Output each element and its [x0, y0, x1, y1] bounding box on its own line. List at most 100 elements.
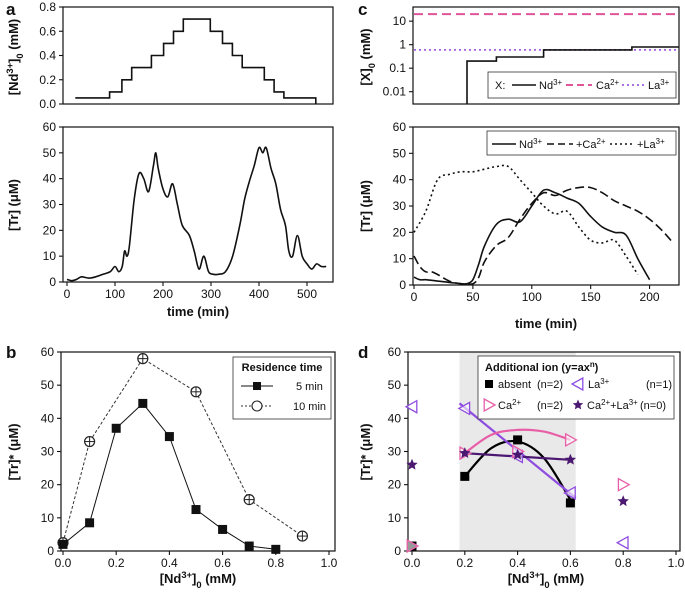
panel-d-cala-marker	[406, 458, 418, 470]
panel-label-a: a	[6, 0, 16, 19]
panel-d-legend-absent-n: (n=2)	[537, 379, 563, 391]
panel-d-xtick-label: 0.8	[615, 556, 632, 570]
panel-b-legend-10min-label: 10 min	[293, 401, 326, 413]
panel-b-ylabel: [Tr]* (μM)	[6, 423, 21, 480]
panel-c-bottom-ytick-label: 20	[393, 225, 407, 239]
panel-label-d: d	[358, 343, 368, 362]
panel-d-ytick-label: 20	[388, 478, 402, 492]
panel-d-ytick-label: 60	[388, 345, 402, 359]
panel-label-b: b	[6, 343, 16, 362]
panel-a-bottom-xtick-label: 300	[201, 287, 221, 301]
panel-d-absent-marker	[513, 435, 523, 445]
panel-b-legend-box	[232, 356, 332, 420]
panel-a-bottom-xtick-label: 100	[105, 287, 125, 301]
panel-d-legend-ca-label: Ca2+	[498, 398, 521, 413]
panel-label-c: c	[358, 0, 367, 19]
panel-d-legend-ca-n: (n=2)	[537, 400, 563, 412]
panel-c-bottom-legend-nd-label: Nd3+	[519, 137, 542, 152]
panel-b-xtick-label: 0.4	[161, 556, 178, 570]
panel-b-xtick-label: 0.8	[267, 556, 284, 570]
panel-c-bottom-ytick-label: 50	[393, 146, 407, 160]
panel-b-5min-marker	[271, 544, 281, 554]
panel-c-bottom-xtick-label: 100	[522, 290, 542, 304]
panel-d-ca-marker	[617, 477, 631, 492]
panel-b-legend-title: Residence time	[242, 362, 323, 374]
panel-b-ytick-label: 0	[47, 544, 54, 558]
panel-b-5min-marker	[218, 524, 228, 534]
panel-a-tr-line	[66, 146, 327, 282]
panel-d-xtick-label: 0.4	[509, 556, 526, 570]
panel-b-5min-marker	[164, 432, 174, 442]
panel-a-bottom-ytick-label: 10	[43, 249, 57, 263]
panel-d-ylabel: [Tr]* (μM)	[358, 423, 373, 480]
panel-c-top-ytick-label: 1	[399, 38, 406, 52]
panel-c-bottom-legend-la-label: +La3+	[637, 137, 665, 152]
panel-a-top-ylabel: [Nd3+]0 (mM)	[5, 19, 25, 96]
panel-d-legend-la-label: La3+	[588, 377, 610, 392]
panel-b-xtick-label: 0.2	[108, 556, 125, 570]
panel-d-la-marker	[615, 535, 629, 550]
panel-d-legend-title: Additional ion (y=axn)	[485, 360, 599, 375]
panel-c-bottom-nd-line	[413, 188, 651, 285]
panel-d-fit-ca	[464, 428, 571, 455]
panel-b-ytick-label: 50	[41, 378, 55, 392]
panel-a-bottom-ytick-label: 0	[49, 275, 56, 289]
panel-c-bottom-xtick-label: 150	[581, 290, 601, 304]
panel-c-xlabel: time (min)	[515, 316, 577, 331]
panel-d-legend-cala-n: (n=0)	[640, 400, 666, 412]
panel-b-ytick-label: 30	[41, 445, 55, 459]
panel-c-bottom-xtick-label: 0	[411, 290, 418, 304]
panel-b-5min-marker	[85, 518, 95, 528]
panel-c-top-ylabel: [X]0 (mM)	[358, 28, 377, 85]
panel-b-ytick-label: 60	[41, 345, 55, 359]
panel-c-bottom-xtick-label: 200	[640, 290, 660, 304]
panel-d-legend-la-marker	[570, 376, 584, 392]
panel-a-top-ytick-label: 0.2	[39, 73, 56, 87]
panel-d-cala-marker	[617, 495, 629, 507]
panel-a-xlabel: time (min)	[167, 304, 229, 319]
panel-b-ytick-label: 20	[41, 478, 55, 492]
panel-d-legend-cala-marker	[572, 399, 584, 410]
panel-a-bottom-ylabel: [Tr] (μM)	[6, 179, 21, 231]
panel-c-bottom-ytick-label: 60	[393, 120, 407, 134]
panel-c-bottom-ytick-label: 10	[393, 252, 407, 266]
panel-c-top-legend-ca-label: Ca2+	[596, 78, 619, 93]
panel-d-cala-marker	[459, 447, 471, 458]
panel-c-bottom-ylabel: [Tr] (μM)	[358, 180, 373, 232]
panel-c-bottom-ytick-label: 30	[393, 199, 407, 213]
panel-b-ytick-label: 10	[41, 511, 55, 525]
panel-d-xtick-label: 0.0	[404, 556, 421, 570]
panel-a-bottom-xtick-label: 400	[249, 287, 269, 301]
panel-d-legend-absent-label: absent	[498, 379, 531, 391]
panel-c-top-legend-la-label: La3+	[648, 78, 670, 93]
panel-d-xtick-label: 0.6	[562, 556, 579, 570]
panel-d-xtick-label: 1.0	[668, 556, 685, 570]
panel-d-absent-marker	[460, 471, 470, 481]
panel-d-legend-ca-marker	[483, 397, 497, 413]
panel-c-bottom-ca-line	[413, 186, 674, 286]
panel-d-la-marker	[563, 485, 576, 501]
panel-a-bottom-ytick-label: 60	[43, 120, 57, 134]
panel-d-ca-marker	[564, 432, 578, 447]
panel-d-cala-marker	[511, 448, 524, 460]
panel-b-5min-marker	[191, 505, 201, 515]
panel-a-bottom-ytick-label: 40	[43, 172, 57, 186]
panel-d-ca-marker	[406, 538, 420, 554]
panel-b-xtick-label: 0.6	[214, 556, 231, 570]
panel-c-bottom-la-line	[413, 164, 639, 275]
panel-d-legend-cala-label: Ca2++La3+	[587, 398, 638, 413]
panel-b-5min-line	[62, 402, 276, 550]
panel-a-top-ytick-label: 0.4	[39, 49, 56, 63]
panel-a-nd-step-line	[75, 18, 317, 104]
panel-c-bottom-legend-ca-label: +Ca2+	[576, 137, 606, 152]
panel-d-absent-marker	[565, 498, 575, 508]
panel-c-bottom-ytick-label: 0	[399, 278, 406, 292]
panel-d-xtick-label: 0.2	[456, 556, 473, 570]
panel-a-bottom-ytick-label: 50	[43, 146, 57, 160]
panel-a-bottom-frame	[62, 126, 334, 283]
panel-c-top-ytick-label: 0.01	[383, 85, 407, 99]
panel-d-ytick-label: 0	[394, 544, 401, 558]
panel-c-top-nd-step	[466, 46, 679, 104]
panel-a-bottom-ytick-label: 30	[43, 198, 57, 212]
panel-c-bottom-ytick-label: 40	[393, 173, 407, 187]
